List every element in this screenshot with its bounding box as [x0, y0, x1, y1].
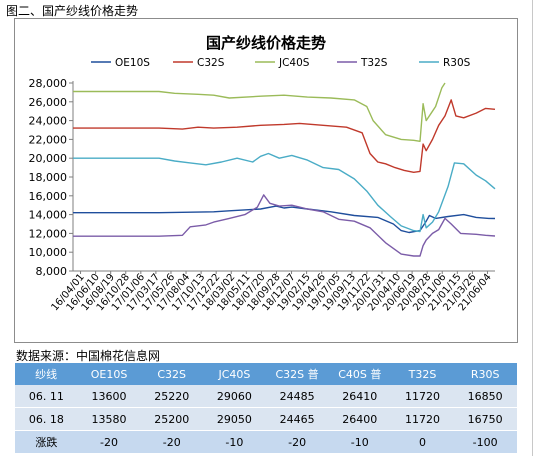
legend-label: R30S [443, 57, 471, 69]
header-cell: T32S [391, 363, 455, 385]
series-line-jc40s [73, 82, 446, 142]
y-tick-label: 22,000 [29, 133, 68, 146]
legend-label: C32S [197, 57, 225, 69]
table-cell: 29060 [203, 385, 266, 408]
header-cell: OE10S [77, 363, 141, 385]
y-tick-label: 12,000 [29, 227, 68, 240]
y-tick-label: 24,000 [29, 115, 68, 128]
header-cell: R30S [453, 363, 517, 385]
legend-label: OE10S [115, 57, 150, 69]
y-tick-label: 8,000 [36, 265, 68, 278]
table-cell: 11720 [391, 407, 454, 431]
table-cell: 涨跌 [15, 430, 78, 453]
table-row: 06. 18 13580 25200 29050 24465 26400 117… [15, 407, 517, 431]
header-cell: C40S 普 [328, 363, 392, 385]
change-cell: -10 [203, 430, 266, 453]
y-tick-label: 28,000 [29, 77, 68, 90]
figure-caption: 图二、国产纱线价格走势 [6, 4, 139, 18]
header-cell: JC40S [203, 363, 267, 385]
y-tick-label: 14,000 [29, 209, 68, 222]
change-cell: -100 [453, 430, 517, 453]
table-header-row: 纱线 OE10S C32S JC40S C32S 普 C40S 普 T32S R… [15, 363, 517, 385]
table-cell: 13580 [77, 407, 141, 431]
table-cell: 26410 [328, 385, 392, 408]
header-cell: C32S 普 [265, 363, 329, 385]
chart-frame: 国产纱线价格走势 OE10S C32S JC40S T32S R30S 8,000 10,00… [14, 18, 518, 343]
y-tick-label: 20,000 [29, 152, 68, 165]
y-tick-label: 10,000 [29, 246, 68, 259]
y-tick-label: 16,000 [29, 190, 68, 203]
header-cell: C32S [140, 363, 204, 385]
line-chart: 国产纱线价格走势 OE10S C32S JC40S T32S R30S 8,000 10,00… [29, 34, 496, 313]
series-line-r30s [73, 152, 496, 233]
table-cell: 16750 [453, 407, 517, 431]
table-cell: 24485 [265, 385, 329, 408]
y-tick-label: 18,000 [29, 171, 68, 184]
table-cell: 26400 [328, 407, 392, 431]
data-source: 数据来源：中国棉花信息网 [16, 349, 161, 363]
change-cell: -20 [140, 430, 204, 453]
series-line-t32s [73, 194, 496, 257]
table-row: 06. 11 13600 25220 29060 24485 26410 117… [15, 385, 517, 408]
change-cell: 0 [391, 430, 454, 453]
table-row-change: 涨跌 -20 -20 -10 -20 -10 0 -100 [15, 430, 517, 453]
series-line-oe10s [73, 205, 496, 234]
legend-label: T32S [360, 57, 388, 69]
table-cell: 06. 18 [15, 407, 78, 431]
table-cell: 24465 [265, 407, 329, 431]
table-cell: 16850 [453, 385, 517, 408]
divider [532, 0, 533, 456]
table-cell: 25220 [140, 385, 204, 408]
series-line-c32s [73, 99, 496, 173]
table-cell: 11720 [391, 385, 454, 408]
change-cell: -20 [265, 430, 329, 453]
header-cell: 纱线 [15, 363, 79, 385]
legend-label: JC40S [278, 57, 310, 69]
chart-title: 国产纱线价格走势 [206, 34, 326, 52]
table-cell: 29050 [203, 407, 266, 431]
y-tick-label: 26,000 [29, 96, 68, 109]
price-table: 纱线 OE10S C32S JC40S C32S 普 C40S 普 T32S R… [15, 363, 517, 453]
table-cell: 13600 [77, 385, 141, 408]
change-cell: -10 [328, 430, 392, 453]
change-cell: -20 [77, 430, 141, 453]
table-cell: 06. 11 [15, 385, 78, 408]
table-cell: 25200 [140, 407, 204, 431]
